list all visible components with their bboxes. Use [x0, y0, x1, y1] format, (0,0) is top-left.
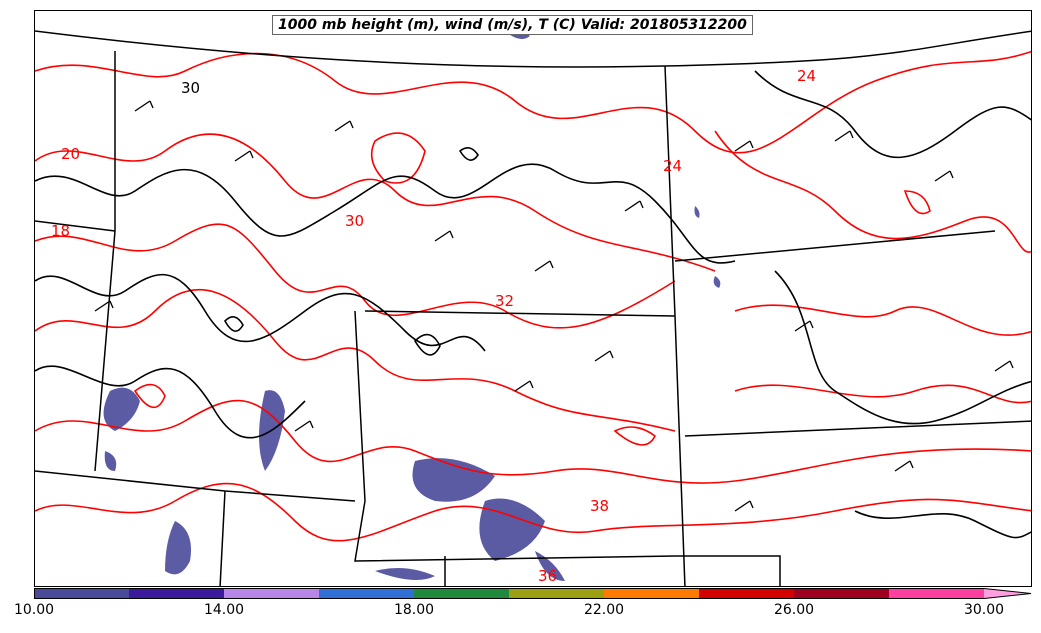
- wind-barbs: [94, 100, 1014, 512]
- contour-label: 36: [538, 567, 557, 585]
- colorbar-bin: [224, 588, 319, 599]
- colorbar-bin: [129, 588, 224, 599]
- colorbar-bin: [889, 588, 984, 599]
- colorbar: [34, 588, 1032, 599]
- colorbar-tick-label: 14.00: [203, 602, 245, 618]
- colorbar-bin: [699, 588, 794, 599]
- colorbar-bin: [509, 588, 604, 599]
- map-title: 1000 mb height (m), wind (m/s), T (C) Va…: [272, 15, 753, 35]
- contour-label: 30: [181, 79, 200, 97]
- contour-label: 24: [797, 67, 816, 85]
- colorbar-bin: [794, 588, 889, 599]
- contour-label: 38: [590, 497, 609, 515]
- temperature-contours: [35, 50, 1031, 542]
- map-canvas: 30 20 18 30 32 24 24 38 36: [35, 29, 1031, 586]
- colorbar-tick-label: 18.00: [393, 602, 435, 618]
- colorbar-tick-label: 10.00: [13, 602, 55, 618]
- contour-label: 18: [51, 222, 70, 240]
- contour-label: 20: [61, 145, 80, 163]
- colorbar-bin: [34, 588, 129, 599]
- contour-label: 32: [495, 292, 514, 310]
- colorbar-tick-label: 30.00: [963, 602, 1005, 618]
- colorbar-tick-label: 26.00: [773, 602, 815, 618]
- shaded-field: [103, 29, 721, 581]
- colorbar-outline: [34, 588, 1032, 599]
- colorbar-extend-arrow: [984, 588, 1031, 599]
- height-contours: [35, 70, 1031, 539]
- map-panel: 30 20 18 30 32 24 24 38 36: [34, 10, 1032, 587]
- colorbar-bin: [604, 588, 699, 599]
- colorbar-bin: [414, 588, 509, 599]
- contour-label: 24: [663, 157, 682, 175]
- colorbar-bin: [319, 588, 414, 599]
- colorbar-tick-label: 22.00: [583, 602, 625, 618]
- contour-label: 30: [345, 212, 364, 230]
- political-borders: [35, 30, 1031, 586]
- contour-labels: 30 20 18 30 32 24 24 38 36: [51, 67, 816, 585]
